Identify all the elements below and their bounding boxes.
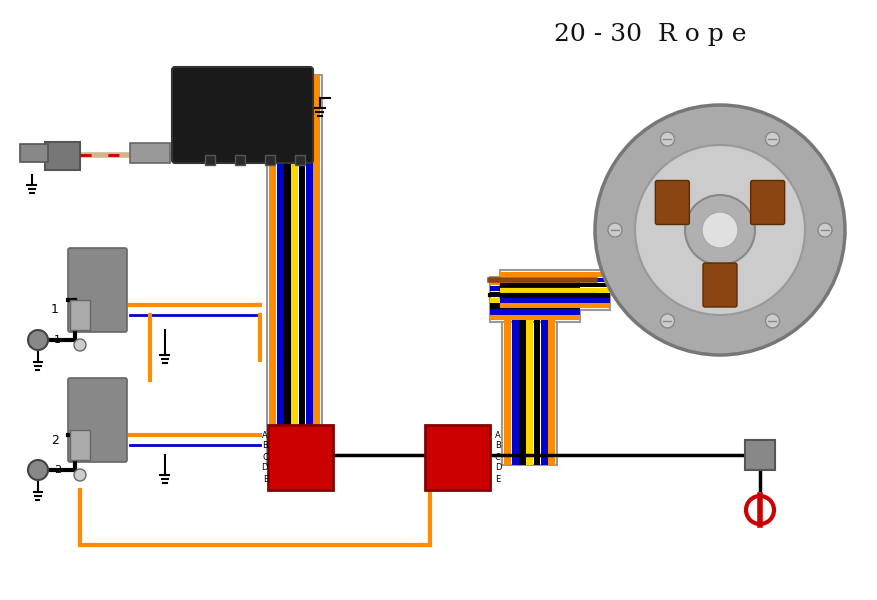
Circle shape: [607, 223, 621, 237]
Text: E: E: [262, 475, 267, 484]
Text: D: D: [261, 463, 267, 473]
Bar: [518, 300, 525, 465]
Bar: [295, 155, 304, 165]
Bar: [540, 300, 547, 465]
Bar: [499, 272, 610, 277]
Bar: [424, 425, 489, 490]
Circle shape: [595, 105, 844, 355]
Bar: [45, 142, 80, 170]
Bar: [489, 298, 580, 303]
Text: 1: 1: [54, 335, 61, 345]
Bar: [499, 288, 610, 293]
FancyBboxPatch shape: [68, 248, 127, 332]
Bar: [313, 75, 319, 465]
Text: A: A: [262, 430, 267, 439]
Bar: [291, 75, 298, 465]
Text: A: A: [495, 430, 500, 439]
Circle shape: [28, 460, 48, 480]
Text: B: B: [262, 442, 267, 451]
Bar: [499, 293, 610, 298]
Circle shape: [817, 223, 831, 237]
Text: 2: 2: [51, 433, 59, 446]
FancyBboxPatch shape: [172, 67, 312, 163]
Circle shape: [74, 339, 86, 351]
Bar: [489, 304, 580, 309]
Bar: [511, 300, 518, 465]
Text: C: C: [262, 452, 267, 461]
Bar: [204, 155, 215, 165]
Bar: [489, 292, 580, 297]
Circle shape: [702, 212, 738, 248]
Circle shape: [765, 314, 779, 328]
Circle shape: [634, 145, 804, 315]
Bar: [489, 286, 580, 291]
FancyBboxPatch shape: [702, 263, 736, 307]
Bar: [267, 425, 332, 490]
Circle shape: [28, 330, 48, 350]
Bar: [533, 300, 540, 465]
FancyBboxPatch shape: [750, 181, 784, 224]
Bar: [504, 300, 510, 465]
Circle shape: [660, 132, 674, 146]
Bar: [276, 75, 283, 465]
Bar: [489, 315, 580, 320]
Bar: [265, 155, 275, 165]
Text: 1: 1: [51, 304, 59, 316]
Bar: [499, 304, 610, 308]
Bar: [745, 440, 774, 470]
FancyBboxPatch shape: [68, 378, 127, 462]
Circle shape: [660, 314, 674, 328]
Circle shape: [74, 469, 86, 481]
Bar: [489, 280, 580, 286]
Text: D: D: [495, 463, 501, 473]
Circle shape: [684, 195, 754, 265]
FancyBboxPatch shape: [654, 181, 688, 224]
Bar: [502, 300, 557, 465]
Bar: [130, 143, 170, 163]
Bar: [489, 277, 580, 322]
Bar: [298, 75, 305, 465]
Text: 20 - 30  R o p e: 20 - 30 R o p e: [553, 23, 745, 46]
Bar: [499, 278, 610, 282]
Bar: [284, 75, 290, 465]
Text: E: E: [495, 475, 500, 484]
Bar: [499, 270, 610, 310]
Circle shape: [765, 132, 779, 146]
Bar: [235, 155, 245, 165]
Bar: [547, 300, 554, 465]
Bar: [499, 283, 610, 287]
Text: 2: 2: [54, 465, 61, 475]
Bar: [489, 309, 580, 314]
Text: C: C: [495, 452, 500, 461]
Text: B: B: [495, 442, 500, 451]
Bar: [70, 430, 90, 460]
Bar: [70, 300, 90, 330]
Bar: [20, 144, 48, 162]
Bar: [305, 75, 312, 465]
Bar: [269, 75, 276, 465]
Bar: [499, 298, 610, 303]
Bar: [525, 300, 532, 465]
Bar: [267, 75, 322, 465]
